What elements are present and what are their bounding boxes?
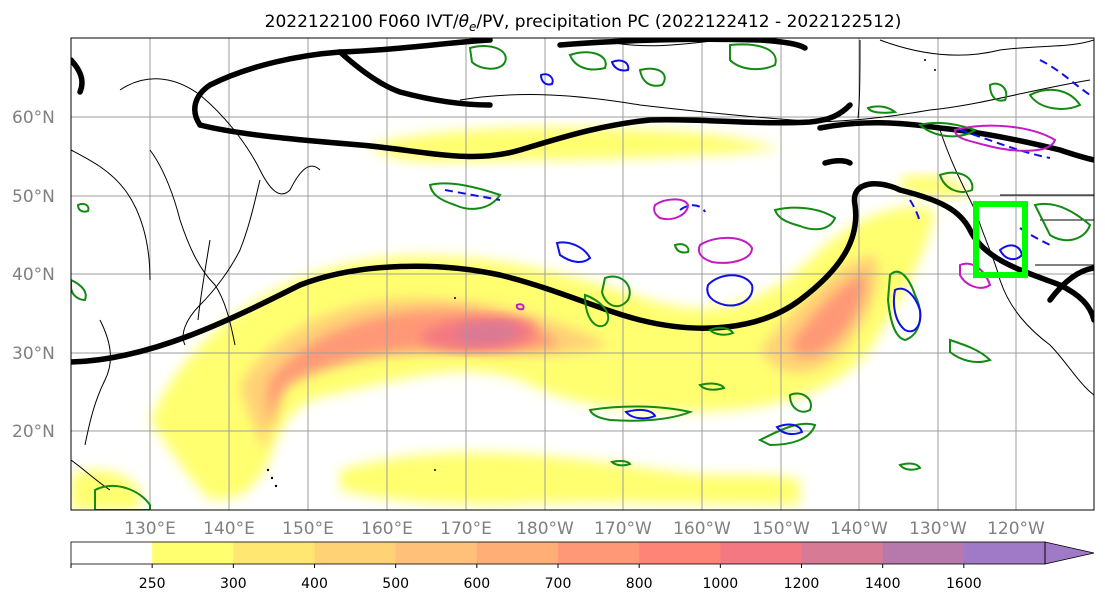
lon-label-160w: 160°W [673,519,731,539]
colorbar: 250 300 400 500 600 700 800 1000 1200 1400 1600 [70,541,1095,592]
lon-label-150e: 150°E [282,519,334,539]
colorbar-swatch [476,542,559,564]
colorbar-tick-label: 250 [139,576,166,592]
colorbar-tick-label: 1000 [703,576,739,592]
island-dots [266,59,936,488]
graticule [71,38,1094,510]
colorbar-tick-label: 500 [382,576,409,592]
figure-title: 2022122100 F060 IVT/θe/PV, precipitation… [265,12,902,34]
lat-label-50n: 50°N [12,187,55,207]
map-area [71,38,1094,510]
lon-label-170e: 170°E [440,519,492,539]
coastlines [71,39,1094,491]
longitude-labels: 130°E 140°E 150°E 160°E 170°E 180°W 170°… [124,519,1045,539]
precip-pc-green-contours [71,43,1092,510]
title-suffix: /PV, precipitation PC (2022122412 - 2022… [476,12,901,32]
precip-pc-blue-contours [444,59,1091,436]
lon-label-140w: 140°W [830,519,888,539]
target-region-box [973,201,1028,278]
colorbar-swatch [720,542,802,564]
lon-label-160e: 160°E [361,519,413,539]
title-theta: θ [459,12,470,32]
colorbar-swatch [882,542,965,564]
colorbar-swatch [801,542,884,564]
lat-label-30n: 30°N [12,344,55,364]
lon-label-120w: 120°W [987,519,1045,539]
colorbar-swatch [71,542,153,564]
colorbar-swatch [963,542,1046,564]
colorbar-swatch [314,542,397,564]
lon-label-140e: 140°E [203,519,255,539]
colorbar-tick-label: 1600 [946,576,982,592]
title-prefix: 2022122100 F060 IVT/ [265,12,459,32]
colorbar-tick-label: 700 [545,576,572,592]
title-theta-subscript: e [469,20,476,34]
colorbar-extend-arrow [1044,541,1095,565]
lat-label-40n: 40°N [12,265,55,285]
colorbar-tick-label: 600 [463,576,490,592]
colorbar-swatch [558,542,640,564]
colorbar-swatch [395,542,478,564]
lat-label-60n: 60°N [12,108,55,128]
colorbar-tick-label: 800 [626,576,653,592]
colorbar-swatches [71,542,1046,564]
latitude-labels: 60°N 50°N 40°N 30°N 20°N [12,108,55,442]
lon-label-180w: 180°W [516,519,574,539]
map-frame [70,37,1095,511]
precip-pc-magenta-contours [515,124,1057,311]
colorbar-tick-label: 1400 [865,576,901,592]
colorbar-swatch [233,542,315,564]
lon-label-150w: 150°W [752,519,810,539]
colorbar-tick-label: 400 [301,576,328,592]
lon-label-130w: 130°W [909,519,967,539]
lon-label-130e: 130°E [124,519,176,539]
lon-label-170w: 170°W [594,519,652,539]
colorbar-tick-label: 1200 [784,576,820,592]
colorbar-ticks: 250 300 400 500 600 700 800 1000 1200 1400 1600 [70,564,982,592]
colorbar-swatch [639,542,721,564]
colorbar-tick-label: 300 [220,576,247,592]
colorbar-swatch [152,542,234,564]
lat-label-20n: 20°N [12,422,55,442]
